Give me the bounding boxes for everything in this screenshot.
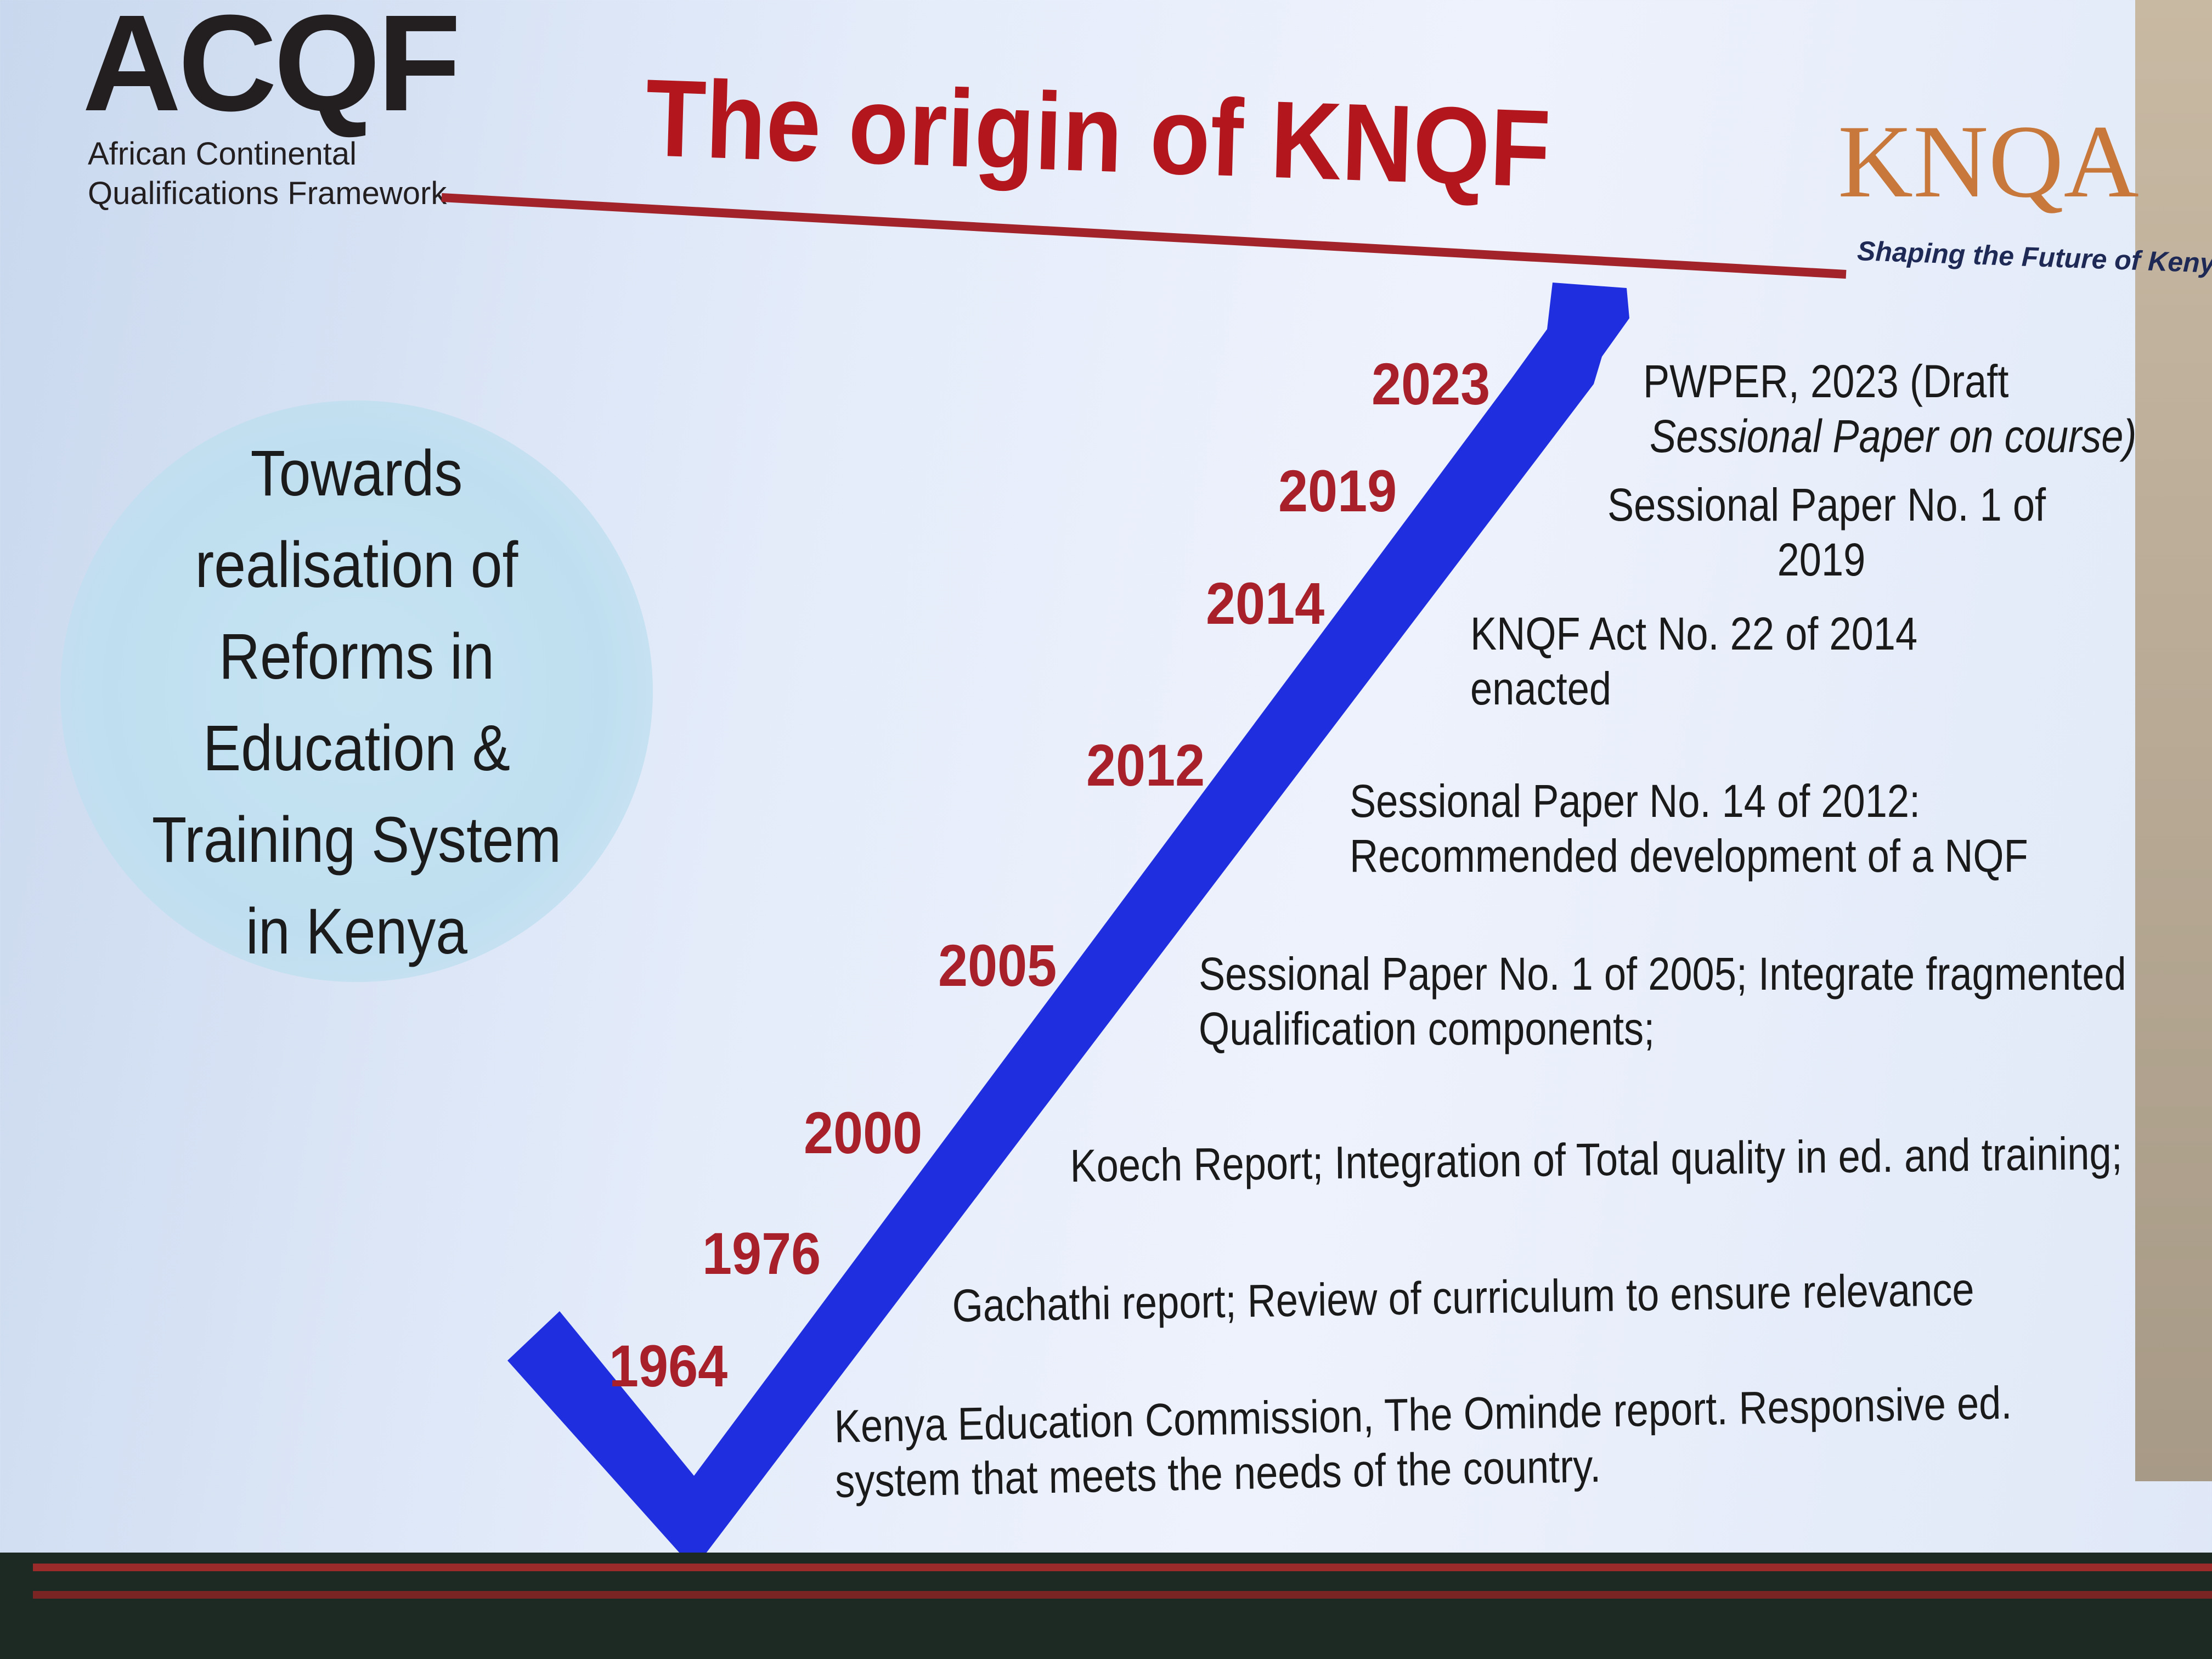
acqf-logo-subtitle: African Continental Qualifications Frame…: [88, 134, 447, 213]
side-text-line: in Kenya: [245, 895, 468, 968]
side-circle: [60, 400, 653, 982]
knqa-logo: KNQA: [1838, 104, 2139, 219]
year-label: 1964: [609, 1333, 728, 1399]
side-text-line: Towards: [250, 437, 463, 510]
side-text-line: Education &: [203, 712, 510, 785]
description-line: Sessional Paper on course): [1650, 410, 2137, 462]
year-label: 2014: [1206, 570, 1325, 636]
description-line: Sessional Paper No. 1 of 2005; Integrate…: [1199, 948, 2126, 1000]
side-text-line: realisation of: [195, 529, 518, 601]
knqa-logo-mark: KNQA: [1838, 104, 2139, 219]
description-line: enacted: [1470, 663, 1612, 714]
timeline-description: PWPER, 2023 (Draft Sessional Paper on co…: [1643, 354, 2136, 464]
acqf-logo: ACQF: [82, 0, 461, 139]
bottom-stripe: [33, 1591, 2212, 1599]
year-label: 2000: [804, 1099, 923, 1166]
side-panel-text: Towards realisation of Reforms in Educat…: [115, 428, 598, 978]
screen-bottom-frame: [0, 1553, 2212, 1659]
year-label: 2012: [1086, 732, 1205, 798]
year-label: 2019: [1278, 458, 1397, 524]
description-line: Sessional Paper No. 1 of: [1607, 479, 2046, 531]
year-label: 2023: [1372, 351, 1491, 417]
description-line: PWPER, 2023 (Draft: [1643, 356, 2009, 407]
description-line: KNQF Act No. 22 of 2014: [1470, 608, 1918, 659]
description-line: Qualification components;: [1199, 1003, 1655, 1054]
title-underline: [441, 193, 1847, 279]
side-text-line: Training System: [151, 804, 562, 876]
timeline-description: Sessional Paper No. 1 of 2019: [1607, 477, 2046, 587]
acqf-subtitle-line: Qualifications Framework: [88, 176, 447, 211]
timeline-check-arrow: [507, 283, 1629, 1569]
timeline-description: KNQF Act No. 22 of 2014 enacted: [1470, 606, 1917, 716]
description-line: 2019: [1777, 534, 1866, 585]
description-line: Sessional Paper No. 14 of 2012:: [1350, 775, 1921, 827]
acqf-subtitle-line: African Continental: [88, 136, 357, 172]
timeline-description: Sessional Paper No. 1 of 2005; Integrate…: [1199, 946, 2126, 1056]
side-text-line: Reforms in: [218, 620, 495, 693]
year-label: 2005: [938, 932, 1057, 998]
description-line: Recommended development of a NQF: [1350, 830, 2028, 882]
background-wall: [2135, 0, 2212, 1481]
year-label: 1976: [702, 1220, 821, 1286]
bottom-stripe: [33, 1564, 2212, 1571]
timeline-description: Sessional Paper No. 14 of 2012: Recommen…: [1350, 774, 2028, 883]
